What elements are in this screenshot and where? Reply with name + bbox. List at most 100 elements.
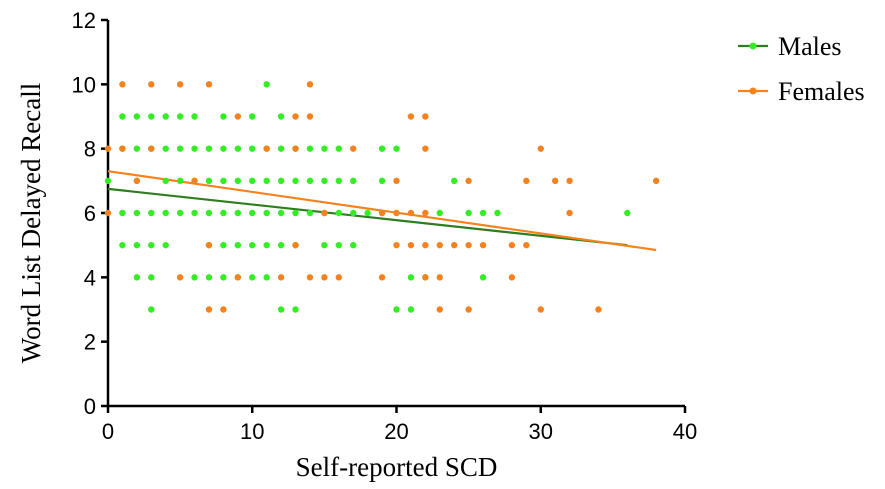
males-point <box>335 209 342 217</box>
males-point <box>162 209 169 217</box>
females-point <box>479 241 487 249</box>
females-point <box>465 177 472 185</box>
males-point <box>378 177 386 185</box>
females-point <box>393 209 400 217</box>
females-point <box>220 306 227 313</box>
females-point <box>436 274 443 281</box>
males-point <box>191 209 198 217</box>
males-point <box>205 145 213 152</box>
males-point <box>306 145 314 152</box>
males-point <box>162 177 169 185</box>
males-point <box>234 145 242 152</box>
males-point <box>176 177 184 185</box>
females-point <box>393 241 400 249</box>
females-point <box>523 177 530 185</box>
males-point <box>292 306 299 313</box>
males-point <box>191 113 198 120</box>
males-point <box>277 241 285 249</box>
males-point <box>277 113 285 120</box>
males-point <box>133 145 141 152</box>
y-tick-label: 4 <box>84 265 96 290</box>
males-point <box>335 241 342 249</box>
y-tick-label: 12 <box>72 8 96 33</box>
females-point <box>292 113 299 120</box>
females-point <box>465 306 472 313</box>
males-point <box>277 209 285 217</box>
males-point <box>306 177 314 185</box>
females-point <box>205 241 213 249</box>
females-point <box>508 241 516 249</box>
females-point <box>292 241 299 249</box>
males-point <box>350 177 357 185</box>
males-point <box>220 145 227 152</box>
males-point <box>292 209 299 217</box>
males-point <box>220 274 227 281</box>
males-point <box>249 113 256 120</box>
females-point <box>407 113 415 120</box>
males-legend-marker <box>749 42 757 50</box>
males-point <box>191 145 198 152</box>
males-point <box>436 209 443 217</box>
females-point <box>537 306 544 313</box>
males-point <box>494 209 501 217</box>
males-point <box>249 274 256 281</box>
males-point <box>249 209 256 217</box>
males-point <box>133 274 141 281</box>
males-point <box>292 177 299 185</box>
males-point <box>277 145 285 152</box>
males-point <box>364 209 371 217</box>
females-point <box>205 306 213 313</box>
females-point <box>306 81 314 88</box>
males-point <box>162 241 169 249</box>
females-point <box>551 177 559 185</box>
females-point <box>652 177 660 185</box>
females-point <box>176 274 184 281</box>
males-point <box>335 145 342 152</box>
males-point <box>205 177 213 185</box>
legend: Males Females <box>738 32 865 106</box>
males-point <box>306 209 314 217</box>
x-tick-label: 10 <box>240 419 264 444</box>
females-point <box>133 177 141 185</box>
axes: 0 2 4 6 8 10 12 0 10 20 30 40 <box>72 8 698 444</box>
males-point <box>234 209 242 217</box>
males-point <box>350 241 357 249</box>
males-point <box>234 177 242 185</box>
males-point <box>205 274 213 281</box>
males-point <box>335 177 342 185</box>
females-point <box>523 241 530 249</box>
males-point <box>378 145 386 152</box>
males-point <box>133 241 141 249</box>
males-point <box>249 145 256 152</box>
males-point <box>321 241 328 249</box>
males-point <box>176 209 184 217</box>
males-point <box>220 113 227 120</box>
males-point <box>119 113 126 120</box>
males-point <box>162 113 169 120</box>
males-point <box>277 306 285 313</box>
males-point <box>220 209 227 217</box>
females-point <box>104 145 112 152</box>
males-point <box>119 241 126 249</box>
females-point <box>422 145 429 152</box>
females-legend-label: Females <box>778 77 865 106</box>
females-point <box>119 81 126 88</box>
females-point <box>205 81 213 88</box>
females-point <box>422 113 429 120</box>
males-point <box>263 209 270 217</box>
females-point <box>595 306 602 313</box>
x-tick-label: 30 <box>529 419 553 444</box>
x-tick-label: 40 <box>673 419 697 444</box>
females-point <box>176 81 184 88</box>
females-point <box>321 209 328 217</box>
males-point <box>393 306 400 313</box>
females-point <box>306 113 314 120</box>
females-point <box>191 177 198 185</box>
males-point <box>479 274 487 281</box>
x-tick-label: 20 <box>384 419 408 444</box>
y-tick-label: 10 <box>72 72 96 97</box>
females-point <box>119 145 126 152</box>
males-point <box>479 209 487 217</box>
males-point <box>133 113 141 120</box>
females-point <box>422 241 429 249</box>
